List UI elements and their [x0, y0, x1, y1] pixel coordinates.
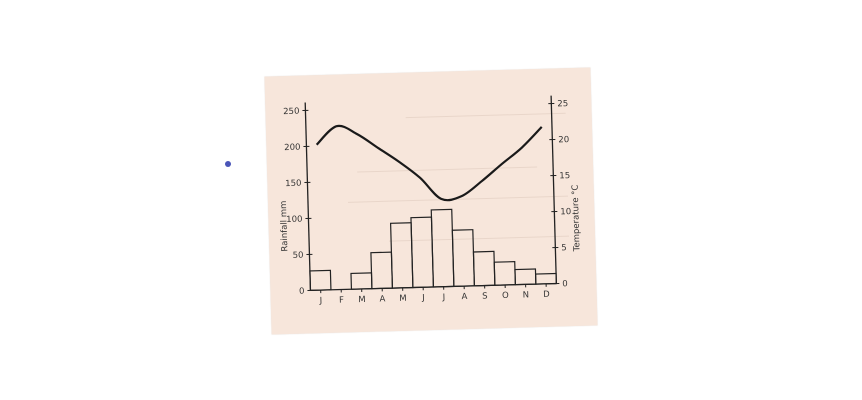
month-label: M [399, 294, 407, 304]
rainfall-bar [534, 272, 557, 285]
left-tick-label: 100 [286, 215, 303, 225]
rainfall-bar [309, 269, 332, 292]
rainfall-bar [451, 229, 476, 288]
marker-dot [225, 161, 231, 167]
rainfall-bars [309, 208, 557, 292]
right-tick-label: 25 [557, 99, 568, 109]
month-label: A [379, 294, 385, 304]
rainfall-bar [472, 250, 496, 287]
month-label: J [319, 296, 323, 306]
month-label: O [502, 291, 509, 301]
left-tick-label: 250 [283, 107, 300, 117]
right-axis-title: Temperature °C [571, 184, 583, 252]
left-axis-line [304, 102, 312, 291]
rainfall-bar [370, 251, 394, 290]
rainfall-bar [389, 222, 414, 289]
left-tick-label: 200 [284, 143, 301, 153]
rainfall-bar [430, 208, 455, 288]
month-label: J [421, 293, 425, 303]
right-tick-label: 20 [558, 135, 569, 145]
x-axis-line [310, 282, 557, 292]
rainfall-bar [514, 268, 537, 286]
right-axis-ticks: 0 5 10 15 20 25 [548, 99, 571, 289]
right-tick-label: 10 [560, 207, 571, 217]
month-label: D [543, 290, 550, 300]
faint-background-lines [347, 112, 570, 242]
right-tick-label: 5 [561, 243, 567, 253]
month-label: S [482, 291, 488, 301]
right-tick-label: 0 [562, 279, 568, 289]
left-tick-label: 50 [293, 251, 304, 261]
chart-axes [304, 95, 558, 292]
month-label: N [523, 290, 530, 300]
month-label: A [461, 292, 467, 302]
left-axis-ticks: 0 50 100 150 200 250 [283, 107, 314, 297]
left-axis-title: Rainfall mm [279, 201, 290, 252]
rainfall-bar [350, 272, 373, 290]
month-label: F [339, 295, 344, 305]
left-tick-label: 150 [285, 179, 302, 189]
right-tick-label: 15 [559, 171, 570, 181]
month-label: M [358, 295, 366, 305]
right-axis-line [550, 95, 558, 284]
rainfall-bar [493, 261, 516, 286]
rainfall-bar [410, 216, 435, 289]
month-label: J [442, 293, 446, 303]
temperature-line [315, 124, 543, 202]
left-tick-label: 0 [299, 287, 305, 297]
